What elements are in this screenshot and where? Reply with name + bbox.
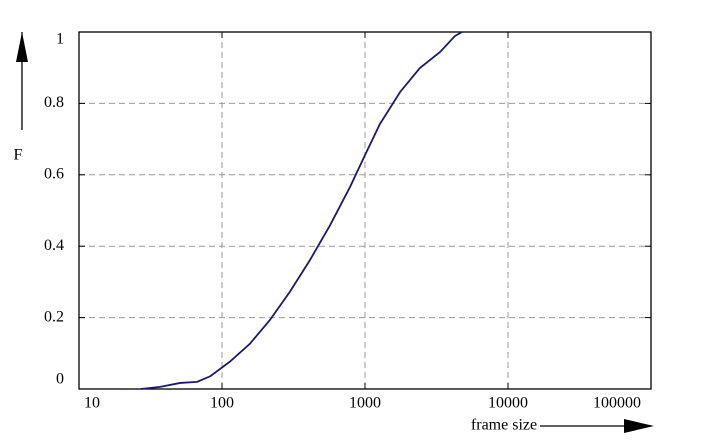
y-tick-label: 0.2 bbox=[44, 308, 64, 325]
y-tick-label: 1 bbox=[56, 31, 64, 48]
x-tick-label: 10 bbox=[84, 395, 100, 412]
x-axis-label: frame size bbox=[471, 417, 537, 434]
x-tick-label: 100000 bbox=[593, 395, 641, 412]
y-tick-label: 0.6 bbox=[44, 165, 64, 182]
x-tick-label: 10000 bbox=[488, 395, 528, 412]
plot-frame bbox=[78, 31, 652, 390]
data-line bbox=[140, 31, 463, 390]
x-arrow-head bbox=[624, 419, 654, 433]
x-tick-label: 100 bbox=[210, 395, 234, 412]
y-tick-label: 0.8 bbox=[44, 94, 64, 111]
y-tick-label: 0.4 bbox=[44, 237, 64, 254]
y-tick-label: 0 bbox=[56, 371, 64, 388]
x-tick-label: 1000 bbox=[349, 395, 381, 412]
y-arrow-head bbox=[16, 32, 28, 62]
y-axis-label: F bbox=[14, 147, 23, 164]
